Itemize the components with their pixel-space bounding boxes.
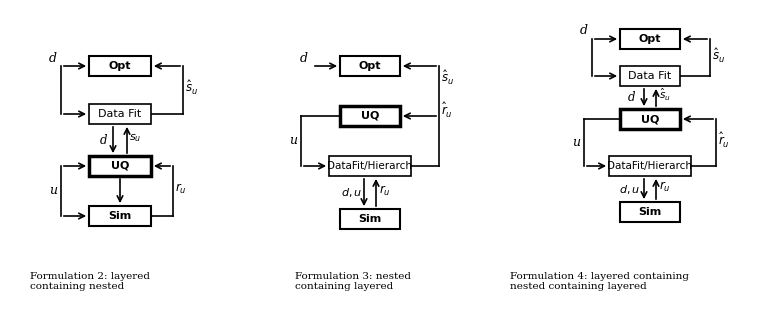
Text: Formulation 3: nested
containing layered: Formulation 3: nested containing layered: [295, 272, 411, 291]
Bar: [620, 109, 680, 129]
Text: Formulation 4: layered containing
nested containing layered: Formulation 4: layered containing nested…: [510, 272, 689, 291]
Bar: [89, 156, 151, 176]
Text: Sim: Sim: [639, 207, 662, 217]
Text: $\hat{s}_u$: $\hat{s}_u$: [659, 87, 671, 103]
Text: $d,u$: $d,u$: [620, 182, 641, 195]
Text: Opt: Opt: [109, 61, 131, 71]
Text: u: u: [572, 136, 580, 149]
Text: Opt: Opt: [359, 61, 382, 71]
Text: $\hat{s}_u$: $\hat{s}_u$: [712, 46, 725, 64]
Bar: [89, 104, 151, 124]
Text: $r_u$: $r_u$: [659, 180, 671, 194]
Text: $\hat{s}_u$: $\hat{s}_u$: [185, 79, 198, 97]
Text: $r_u$: $r_u$: [175, 182, 187, 196]
Text: $r_u$: $r_u$: [379, 183, 391, 198]
Text: Data Fit: Data Fit: [98, 109, 142, 119]
Text: Opt: Opt: [639, 34, 662, 44]
Text: UQ: UQ: [641, 114, 659, 124]
Text: $s_u$: $s_u$: [129, 132, 141, 144]
Text: DataFit/Hierarch: DataFit/Hierarch: [327, 161, 413, 171]
Text: DataFit/Hierarch: DataFit/Hierarch: [607, 161, 693, 171]
Text: d: d: [300, 52, 308, 64]
Text: UQ: UQ: [111, 161, 129, 171]
Text: Data Fit: Data Fit: [629, 71, 671, 81]
Bar: [620, 202, 680, 222]
Text: Sim: Sim: [359, 214, 382, 224]
Text: $\hat{r}_u$: $\hat{r}_u$: [441, 100, 452, 120]
Text: Formulation 2: layered
containing nested: Formulation 2: layered containing nested: [30, 272, 150, 291]
Bar: [340, 56, 400, 76]
Bar: [620, 66, 680, 86]
Text: u: u: [289, 134, 297, 147]
Bar: [89, 206, 151, 226]
Bar: [340, 106, 400, 126]
Text: d: d: [49, 52, 57, 64]
Bar: [620, 29, 680, 49]
Text: UQ: UQ: [361, 111, 379, 121]
Text: d: d: [100, 133, 108, 146]
Text: $d,u$: $d,u$: [341, 186, 362, 199]
Text: d: d: [580, 25, 588, 38]
Bar: [340, 209, 400, 229]
Text: $\hat{r}_u$: $\hat{r}_u$: [718, 131, 730, 150]
Bar: [329, 156, 411, 176]
Text: Sim: Sim: [108, 211, 132, 221]
Text: u: u: [49, 184, 57, 198]
Bar: [89, 56, 151, 76]
Text: d: d: [628, 91, 636, 104]
Text: $\hat{s}_u$: $\hat{s}_u$: [441, 69, 454, 87]
Bar: [609, 156, 691, 176]
